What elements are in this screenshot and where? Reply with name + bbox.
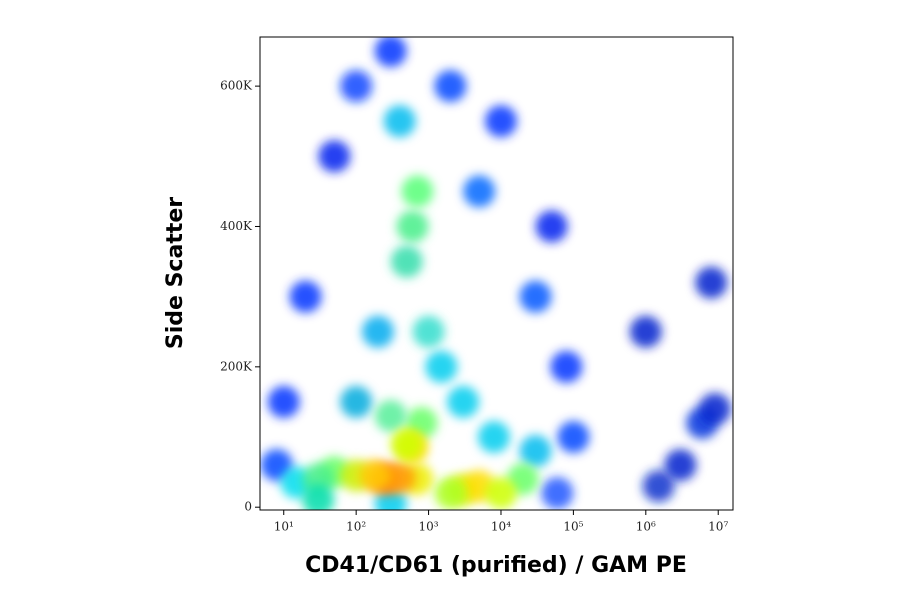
density-point xyxy=(425,350,458,383)
y-tick-label: 0 xyxy=(244,500,252,514)
density-point xyxy=(383,105,416,138)
density-point xyxy=(374,37,407,68)
y-tick-label: 200K xyxy=(220,359,253,373)
x-tick-label: 10¹ xyxy=(274,520,294,534)
density-point xyxy=(361,315,394,348)
density-point xyxy=(695,266,728,299)
density-point xyxy=(374,399,407,432)
density-point xyxy=(484,105,517,138)
density-point xyxy=(390,245,423,278)
density-point xyxy=(340,70,373,103)
density-point xyxy=(289,280,322,313)
x-tick-label: 10⁶ xyxy=(636,520,656,534)
y-tick-label: 600K xyxy=(220,79,253,93)
density-point xyxy=(557,421,590,454)
x-tick-label: 10⁷ xyxy=(708,520,728,534)
density-point xyxy=(340,385,373,418)
x-tick-label: 10⁴ xyxy=(491,520,511,534)
density-point xyxy=(629,315,662,348)
density-point xyxy=(390,428,423,461)
y-axis-label: Side Scatter xyxy=(163,197,188,349)
x-axis-label: CD41/CD61 (purified) / GAM PE xyxy=(305,553,687,578)
density-point xyxy=(519,435,552,468)
density-point xyxy=(434,477,467,510)
density-point xyxy=(396,210,429,243)
density-point xyxy=(698,392,731,425)
plot-frame xyxy=(259,36,734,511)
density-point xyxy=(484,477,517,510)
density-point xyxy=(401,175,434,208)
density-point xyxy=(318,140,351,173)
density-point xyxy=(358,459,391,492)
density-point xyxy=(535,210,568,243)
density-point xyxy=(477,421,510,454)
density-point xyxy=(302,484,335,510)
x-tick-label: 10² xyxy=(346,520,366,534)
density-point xyxy=(383,461,416,494)
density-point xyxy=(541,477,574,510)
density-point xyxy=(267,385,300,418)
y-tick-label: 400K xyxy=(220,219,253,233)
density-point xyxy=(447,385,480,418)
density-point xyxy=(434,70,467,103)
density-point xyxy=(550,350,583,383)
density-point xyxy=(412,315,445,348)
density-point xyxy=(664,449,697,482)
x-tick-label: 10⁵ xyxy=(563,520,583,534)
density-point xyxy=(463,175,496,208)
density-point xyxy=(519,280,552,313)
density-layer xyxy=(260,37,731,510)
x-tick-label: 10³ xyxy=(419,520,439,534)
density-point xyxy=(642,470,675,503)
